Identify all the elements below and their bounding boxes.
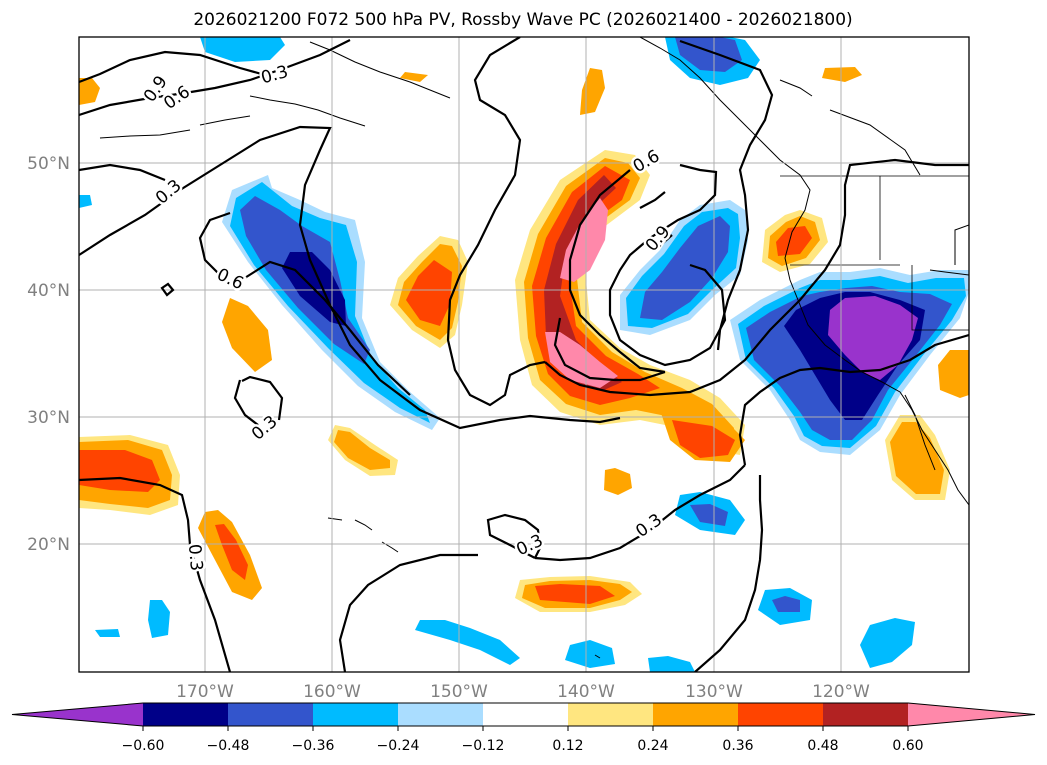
colorbar-segment bbox=[738, 703, 823, 726]
colorbar-extend-max bbox=[908, 703, 1035, 726]
colorbar-segment bbox=[483, 703, 568, 726]
colorbar-extend-min bbox=[12, 703, 143, 726]
colorbar-tick-label: 0.24 bbox=[637, 738, 668, 754]
colorbar: −0.60 −0.48 −0.36 −0.24 −0.12 0.12 0.24 0.36 0.4… bbox=[11, 702, 1036, 754]
lat-label: 30°N bbox=[27, 408, 70, 428]
map-frame bbox=[78, 36, 970, 673]
minor-anomalies bbox=[79, 37, 969, 672]
longitude-labels: 170°W 160°W 150°W 140°W 130°W 120°W bbox=[176, 682, 870, 702]
colorbar-tick-label: −0.60 bbox=[122, 738, 165, 754]
contour-label: 0.3 bbox=[184, 543, 206, 572]
colorbar-tick-label: 0.60 bbox=[892, 738, 923, 754]
contour-label: 0.3 bbox=[184, 543, 206, 572]
colorbar-tick-label: 0.12 bbox=[552, 738, 583, 754]
colorbar-tick-label: −0.12 bbox=[462, 738, 505, 754]
colorbar-segment bbox=[568, 703, 653, 726]
lon-label: 150°W bbox=[430, 682, 488, 702]
lat-label: 40°N bbox=[27, 281, 70, 301]
lon-label: 160°W bbox=[303, 682, 361, 702]
map-panel: 0.9 0.9 0.6 0.6 0.3 0.3 0.3 0.3 0.6 0.6 … bbox=[79, 37, 969, 672]
colorbar-segment bbox=[398, 703, 483, 726]
colorbar-tick-label: −0.48 bbox=[207, 738, 250, 754]
colorbar-segment bbox=[823, 703, 908, 726]
colorbar-segment bbox=[143, 703, 228, 726]
colorbar-tick-label: 0.36 bbox=[722, 738, 753, 754]
lon-label: 140°W bbox=[557, 682, 615, 702]
lon-label: 170°W bbox=[176, 682, 234, 702]
colorbar-tick-label: −0.24 bbox=[377, 738, 420, 754]
lon-label: 130°W bbox=[685, 682, 743, 702]
lon-label: 120°W bbox=[812, 682, 870, 702]
country-borders bbox=[780, 175, 969, 331]
colorbar-segment bbox=[313, 703, 398, 726]
positive-anomaly-main-ridge bbox=[515, 150, 745, 462]
latitude-labels: 50°N 40°N 30°N 20°N bbox=[27, 154, 70, 555]
negative-anomaly-california bbox=[730, 268, 969, 455]
colorbar-tick-label: 0.48 bbox=[807, 738, 838, 754]
colorbar-segment bbox=[228, 703, 313, 726]
lat-label: 20°N bbox=[27, 535, 70, 555]
pv-contours bbox=[79, 37, 969, 672]
coastlines bbox=[99, 37, 969, 659]
colorbar-tick-label: −0.36 bbox=[292, 738, 335, 754]
negative-anomaly-cutoff bbox=[620, 200, 748, 335]
map-title: 2026021200 F072 500 hPa PV, Rossby Wave … bbox=[193, 10, 852, 30]
colorbar-segment bbox=[653, 703, 738, 726]
lat-label: 50°N bbox=[27, 154, 70, 174]
